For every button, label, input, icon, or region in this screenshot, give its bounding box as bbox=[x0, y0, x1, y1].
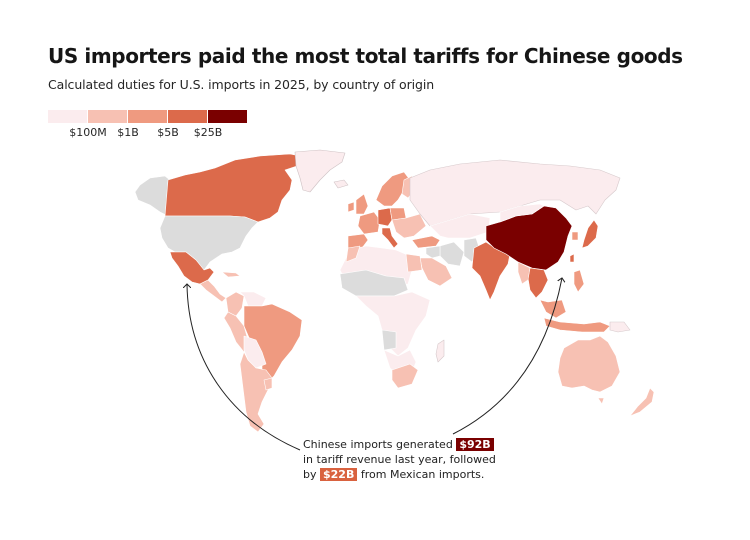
country-usa bbox=[159, 215, 259, 271]
color-legend: $100M $1B $5B $25B bbox=[48, 110, 248, 142]
annotation-part2: in tariff revenue last year, followed by bbox=[303, 453, 496, 481]
mexico-value-badge: $22B bbox=[320, 468, 358, 481]
legend-swatch-2 bbox=[88, 110, 127, 123]
country-central-america bbox=[199, 279, 227, 303]
country-myanmar bbox=[517, 261, 531, 285]
country-vietnam-thailand bbox=[527, 267, 549, 299]
country-canada bbox=[164, 153, 311, 223]
legend-swatch-4 bbox=[168, 110, 207, 123]
legend-swatch-1 bbox=[48, 110, 87, 123]
china-arrow bbox=[452, 278, 562, 435]
country-alaska bbox=[134, 175, 171, 217]
legend-swatch-5 bbox=[208, 110, 247, 123]
annotation-part3: from Mexican imports. bbox=[360, 468, 485, 481]
country-iraq-syria bbox=[425, 245, 441, 259]
country-indonesia bbox=[543, 317, 611, 333]
country-japan bbox=[581, 219, 599, 249]
country-caribbean bbox=[221, 271, 241, 278]
legend-label-1b: $1B bbox=[117, 126, 139, 139]
country-taiwan bbox=[569, 253, 575, 263]
country-mongolia bbox=[499, 203, 545, 223]
country-central-africa bbox=[355, 291, 431, 357]
country-greenland bbox=[294, 149, 346, 193]
country-italy bbox=[381, 227, 399, 249]
country-philippines bbox=[573, 269, 585, 293]
legend-label-25b: $25B bbox=[193, 126, 223, 139]
china-value-badge: $92B bbox=[456, 438, 494, 451]
chart-title: US importers paid the most total tariffs… bbox=[48, 44, 683, 68]
country-spain bbox=[347, 233, 369, 249]
legend-bar bbox=[48, 110, 248, 123]
country-south-korea bbox=[571, 231, 579, 241]
country-venezuela bbox=[239, 291, 267, 307]
country-saudi-arabia bbox=[419, 257, 453, 287]
legend-swatch-3 bbox=[128, 110, 167, 123]
legend-label-100m: $100M bbox=[69, 126, 107, 139]
country-malaysia bbox=[539, 299, 567, 319]
annotation-part1: Chinese imports generated bbox=[303, 438, 453, 451]
country-iceland bbox=[333, 179, 349, 189]
country-uruguay bbox=[263, 377, 273, 391]
country-argentina bbox=[239, 351, 273, 433]
country-tasmania bbox=[597, 397, 605, 405]
country-france bbox=[357, 211, 381, 235]
country-png bbox=[609, 321, 631, 333]
country-egypt bbox=[405, 253, 423, 273]
country-bolivia bbox=[243, 335, 267, 369]
country-south-africa bbox=[391, 363, 419, 389]
country-iran bbox=[439, 241, 465, 267]
country-morocco bbox=[345, 245, 361, 263]
legend-labels: $100M $1B $5B $25B bbox=[48, 126, 248, 142]
chart-subtitle: Calculated duties for U.S. imports in 20… bbox=[48, 77, 435, 92]
country-eastern-europe bbox=[391, 213, 427, 239]
country-madagascar bbox=[435, 339, 445, 363]
country-new-zealand bbox=[629, 387, 655, 417]
annotation-text: Chinese imports generated $92B in tariff… bbox=[303, 437, 503, 482]
country-sahel bbox=[339, 269, 409, 297]
country-angola bbox=[381, 329, 397, 351]
country-australia bbox=[557, 335, 621, 393]
legend-label-5b: $5B bbox=[157, 126, 179, 139]
country-ireland bbox=[347, 201, 355, 213]
country-germany bbox=[377, 207, 393, 227]
country-turkey bbox=[411, 235, 441, 249]
country-uk bbox=[355, 193, 369, 215]
mexico-arrow bbox=[187, 284, 301, 451]
